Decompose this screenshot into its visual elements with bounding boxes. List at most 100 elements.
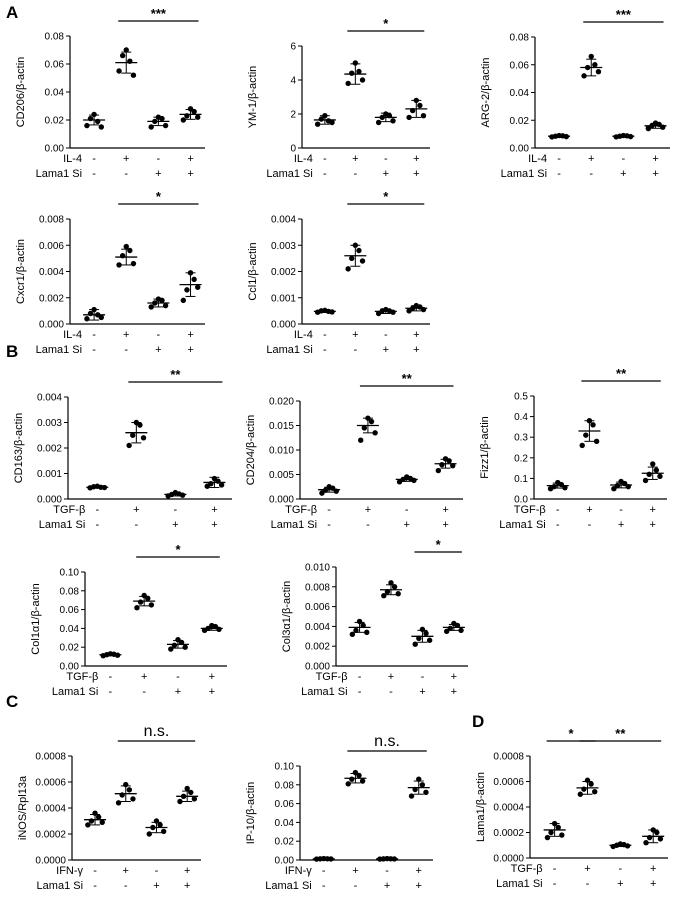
data-point — [345, 80, 351, 87]
data-point — [562, 484, 568, 491]
data-point — [592, 789, 598, 795]
data-point — [390, 118, 396, 124]
treatment-mark: + — [617, 878, 623, 890]
y-tick-label: 0.020 — [269, 397, 294, 408]
y-axis-label: CD204/β-actin — [245, 415, 257, 486]
treatment-label: Lama1 Si — [496, 878, 542, 890]
significance-label: n.s. — [374, 733, 400, 750]
treatment-mark: + — [383, 168, 389, 180]
data-point — [98, 124, 105, 130]
treatment-mark: + — [184, 880, 190, 892]
treatment-mark: - — [124, 168, 128, 180]
data-point — [148, 602, 155, 608]
treatment-mark: - — [586, 878, 590, 890]
significance-label: *** — [616, 7, 632, 22]
significance-label: ** — [616, 366, 627, 381]
y-tick-label: 0.00 — [275, 856, 295, 867]
significance-label: * — [383, 189, 389, 204]
treatment-mark: + — [413, 329, 419, 341]
y-tick-label: 0.003 — [37, 418, 62, 429]
treatment-label: IFN-γ — [285, 865, 312, 877]
y-tick-label: 0.001 — [37, 469, 62, 480]
data-point — [168, 646, 174, 652]
treatment-mark: + — [650, 504, 656, 516]
treatment-mark: - — [323, 168, 327, 180]
y-tick-label: 0.015 — [269, 421, 294, 432]
chart: 0.000 0.001 0.002 0.003 0.004 CD163/β-actin **… — [13, 367, 232, 531]
data-point — [359, 77, 366, 83]
y-tick-label: 0.000 — [271, 320, 296, 331]
significance-label: * — [156, 189, 162, 204]
treatment-mark: - — [92, 153, 96, 165]
treatment-mark: + — [419, 686, 425, 698]
data-point — [592, 62, 598, 68]
data-point — [420, 113, 427, 119]
data-point — [395, 591, 401, 597]
y-axis-label: CD163/β-actin — [13, 413, 25, 484]
y-tick-label: 0.003 — [271, 241, 296, 252]
treatment-label: TGF-β — [511, 863, 543, 875]
treatment-mark: + — [451, 671, 457, 683]
treatment-mark: - — [619, 863, 623, 875]
data-point — [184, 785, 190, 792]
treatment-mark: + — [416, 865, 422, 877]
chart: 0.00 0.02 0.04 0.06 0.08 CD206/β-actin *** IL-4… — [15, 6, 205, 180]
data-point — [577, 791, 583, 797]
treatment-label: IL-4 — [528, 153, 547, 165]
treatment-mark: + — [175, 686, 181, 698]
chart: 0.000 0.002 0.004 0.006 0.008 0.010 Col3α1/β-a… — [281, 537, 468, 698]
y-tick-label: 4 — [290, 76, 296, 87]
data-point — [130, 432, 136, 438]
treatment-mark: - — [327, 519, 331, 531]
data-point — [657, 836, 664, 842]
data-point — [349, 631, 356, 638]
y-tick-label: 0.04 — [510, 88, 530, 99]
treatment-mark: - — [353, 168, 357, 180]
y-tick-label: 0.006 — [305, 602, 330, 613]
treatment-label: Lama1 Si — [36, 344, 82, 356]
treatment-label: Lama1 Si — [36, 168, 82, 180]
y-tick-label: 0.0 — [514, 495, 528, 506]
treatment-label: Lama1 Si — [501, 168, 547, 180]
data-point — [180, 297, 187, 304]
data-point — [119, 52, 126, 59]
treatment-mark: - — [389, 686, 393, 698]
data-point — [171, 642, 178, 649]
y-tick-label: 0.00 — [60, 662, 80, 673]
y-tick-label: 0.006 — [39, 241, 64, 252]
treatment-mark: + — [413, 153, 419, 165]
treatment-mark: - — [124, 344, 128, 356]
y-tick-label: 0.004 — [305, 622, 330, 633]
data-point — [349, 776, 355, 782]
treatment-mark: - — [622, 153, 626, 165]
data-point — [588, 781, 594, 787]
y-tick-label: 0.00 — [510, 144, 530, 155]
data-point — [544, 834, 551, 841]
y-tick-label: 0.002 — [305, 642, 330, 653]
y-tick-label: 0.004 — [271, 215, 296, 226]
treatment-mark: - — [142, 686, 146, 698]
treatment-mark: - — [421, 671, 425, 683]
data-point — [216, 626, 222, 633]
data-point — [157, 822, 163, 828]
y-tick-label: 0.06 — [60, 605, 80, 616]
treatment-mark: + — [209, 686, 215, 698]
data-point — [162, 302, 169, 309]
data-point — [381, 593, 387, 599]
treatment-mark: + — [123, 153, 129, 165]
y-tick-label: 0.4 — [514, 412, 528, 423]
treatment-mark: + — [184, 865, 190, 877]
treatment-mark: + — [588, 153, 594, 165]
data-point — [650, 461, 656, 467]
significance-label: *** — [151, 6, 167, 21]
treatment-mark: - — [93, 880, 97, 892]
y-tick-label: 0.02 — [60, 643, 80, 654]
data-point — [319, 490, 325, 496]
y-tick-label: 0.06 — [275, 799, 295, 810]
data-point — [583, 432, 589, 438]
treatment-mark: - — [358, 671, 362, 683]
data-point — [412, 641, 418, 647]
treatment-mark: - — [323, 344, 327, 356]
significance-label: ** — [615, 726, 626, 741]
